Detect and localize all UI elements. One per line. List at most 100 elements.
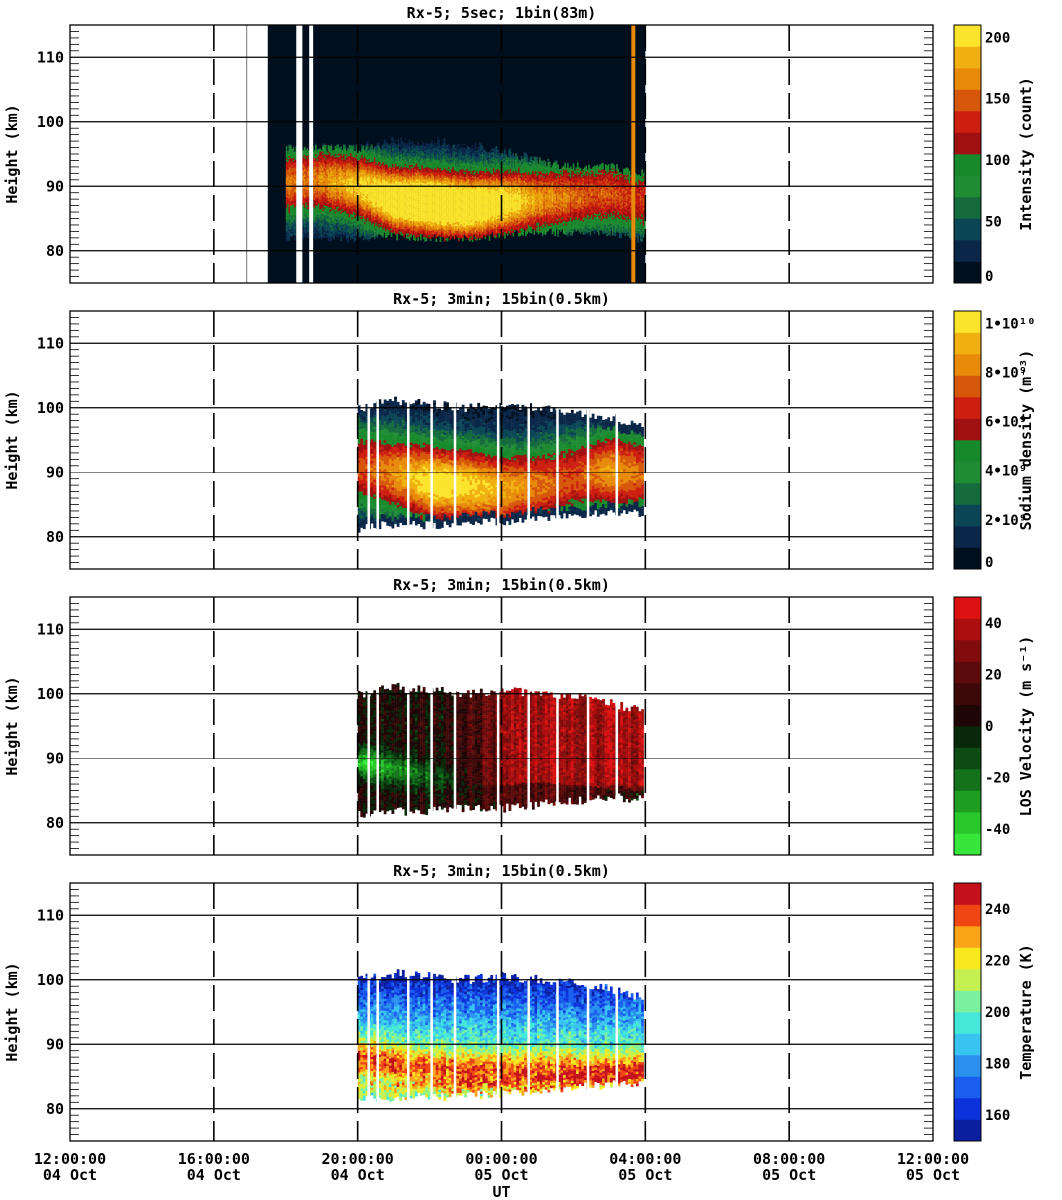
heatmap-cell [379, 186, 382, 189]
heatmap-cell [387, 191, 390, 194]
heatmap-cell [320, 167, 323, 170]
heatmap-cell [302, 215, 305, 218]
heatmap-cell [315, 205, 317, 208]
heatmap-cell [393, 217, 396, 220]
heatmap-cell [379, 220, 382, 223]
heatmap-cell [404, 170, 407, 173]
heatmap-cell [343, 216, 345, 219]
heatmap-cell [337, 195, 340, 198]
heatmap-cell [287, 197, 289, 200]
heatmap-cell [355, 217, 358, 220]
heatmap-cell [404, 207, 407, 210]
heatmap-cell [389, 158, 391, 161]
heatmap-cell [393, 178, 396, 181]
heatmap-cell [382, 181, 384, 184]
heatmap-cell [386, 219, 389, 222]
heatmap-cell [362, 168, 365, 170]
heatmap-cell [404, 154, 407, 157]
heatmap-cell [386, 203, 389, 206]
heatmap-cell [333, 231, 335, 234]
heatmap-cell [292, 198, 295, 200]
heatmap-cell [291, 150, 293, 153]
heatmap-cell [369, 192, 372, 195]
heatmap-cell [322, 231, 324, 234]
heatmap-cell [404, 199, 407, 202]
heatmap-cell [373, 237, 376, 240]
heatmap-cell [397, 161, 400, 164]
heatmap-cell [315, 208, 317, 211]
heatmap-cell [386, 216, 389, 218]
heatmap-cell [378, 174, 380, 177]
heatmap-cell [366, 214, 369, 217]
heatmap-cell [302, 177, 305, 180]
heatmap-cell [336, 218, 338, 220]
heatmap-cell [306, 237, 309, 240]
heatmap-cell [366, 146, 369, 148]
heatmap-cell [383, 144, 386, 147]
heatmap-cell [292, 222, 295, 224]
heatmap-cell [324, 164, 327, 166]
heatmap-cell [347, 236, 349, 239]
heatmap-cell [288, 200, 291, 203]
heatmap-cell [386, 168, 389, 170]
heatmap-cell [285, 151, 288, 154]
heatmap-cell [354, 226, 356, 229]
heatmap-cell [333, 197, 335, 200]
heatmap-cell [327, 148, 330, 150]
heatmap-cell [392, 221, 394, 224]
heatmap-cell [403, 179, 405, 182]
heatmap-cell [345, 187, 348, 190]
heatmap-cell [330, 233, 333, 236]
heatmap-cell [327, 183, 330, 186]
heatmap-cell [372, 187, 375, 190]
heatmap-cell [317, 237, 320, 239]
heatmap-cell [288, 195, 291, 198]
heatmap-cell [352, 226, 355, 229]
heatmap-cell [285, 196, 288, 199]
heatmap-cell [340, 192, 342, 195]
heatmap-cell [393, 166, 396, 168]
heatmap-cell [308, 228, 310, 231]
heatmap-cell [376, 155, 379, 158]
heatmap-cell [322, 170, 324, 173]
heatmap-cell [294, 178, 296, 181]
heatmap-cell [343, 207, 345, 209]
heatmap-cell [306, 207, 309, 210]
heatmap-cell [316, 171, 319, 174]
heatmap-cell [337, 193, 340, 196]
heatmap-cell [403, 192, 405, 195]
heatmap-cell [397, 148, 400, 151]
heatmap-cell [389, 190, 391, 193]
heatmap-cell [400, 177, 403, 180]
heatmap-cell [348, 223, 351, 226]
heatmap-cell [341, 186, 344, 189]
heatmap-cell [305, 151, 307, 154]
heatmap-cell [285, 209, 288, 212]
heatmap-cell [352, 231, 355, 233]
heatmap-cell [334, 208, 337, 211]
heatmap-cell [359, 231, 362, 234]
heatmap-cell [303, 211, 306, 213]
heatmap-cell [337, 177, 340, 180]
heatmap-cell [341, 205, 344, 208]
heatmap-cell [364, 220, 366, 223]
heatmap-cell [324, 169, 327, 171]
heatmap-cell [347, 191, 349, 194]
heatmap-cell [369, 178, 372, 180]
heatmap-cell [376, 186, 379, 189]
heatmap-cell [347, 231, 349, 234]
heatmap-cell [394, 216, 397, 219]
heatmap-cell [389, 174, 391, 177]
heatmap-cell [291, 169, 293, 172]
heatmap-cell [323, 144, 326, 147]
heatmap-cell [303, 175, 306, 178]
heatmap-cell [345, 178, 348, 180]
heatmap-cell [303, 198, 306, 200]
heatmap-cell [305, 205, 307, 208]
heatmap-cell [404, 149, 407, 152]
heatmap-cell [400, 139, 403, 142]
heatmap-cell [355, 147, 358, 149]
heatmap-cell [389, 227, 391, 230]
heatmap-cell [344, 156, 347, 159]
heatmap-cell [308, 217, 310, 220]
